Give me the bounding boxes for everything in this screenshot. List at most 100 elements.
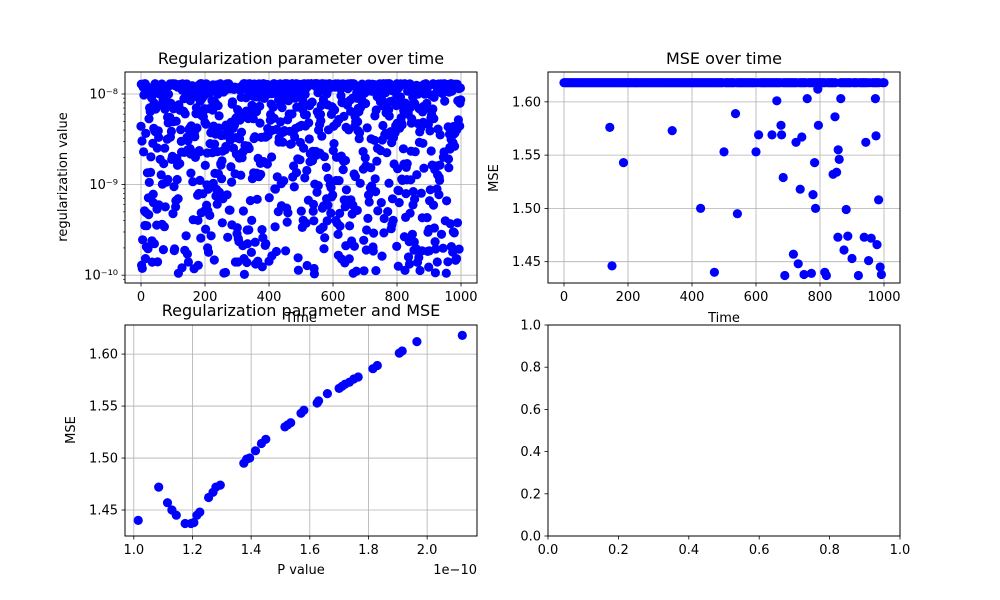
data-point [361, 98, 371, 109]
data-point [424, 262, 434, 272]
data-point [320, 233, 330, 243]
data-point [871, 131, 881, 141]
data-point [422, 213, 432, 223]
data-point [264, 193, 274, 203]
data-point [166, 126, 176, 136]
data-point [344, 254, 354, 264]
data-point [217, 218, 227, 228]
data-point [215, 480, 225, 490]
data-point [319, 244, 329, 254]
data-point [382, 148, 392, 158]
y-tick-label: 1.50 [89, 452, 118, 467]
data-point [160, 202, 170, 212]
data-point [378, 120, 388, 131]
data-point [185, 96, 195, 106]
x-tick-label: 1000 [867, 290, 900, 305]
data-point [696, 203, 706, 213]
data-point [196, 233, 206, 243]
data-point [158, 245, 168, 255]
axis-ticks: 0 200 400 600 800 1000 1.45 1.50 1.55 1.60 [512, 95, 901, 305]
data-point [410, 147, 420, 157]
data-point [163, 174, 173, 185]
data-point [195, 507, 205, 517]
data-point [788, 249, 799, 259]
data-point [419, 163, 429, 173]
axis-ticks: 0.0 0.2 0.4 0.6 0.8 1.0 0.0 0.2 0.4 0.6 0.8 1.0 [520, 319, 910, 559]
x-tick-label: 0.6 [749, 543, 770, 558]
x-tick-label: 1.0 [123, 543, 144, 558]
data-point [138, 235, 148, 245]
data-point [214, 111, 224, 121]
data-point [247, 215, 257, 225]
data-point [370, 135, 380, 145]
data-point [778, 172, 788, 183]
x-tick-label: 200 [616, 290, 641, 305]
data-point [402, 159, 412, 169]
data-point [316, 116, 326, 126]
x-tick-label: 1.4 [241, 543, 262, 558]
data-point [172, 174, 182, 185]
data-point [872, 240, 882, 250]
data-point [338, 165, 348, 175]
data-point [441, 268, 451, 278]
data-point [177, 263, 187, 273]
data-point [393, 261, 403, 271]
data-point [205, 210, 215, 220]
data-point [301, 218, 311, 228]
data-point [455, 121, 465, 131]
data-point [290, 132, 300, 142]
data-point [407, 114, 417, 124]
data-point [326, 208, 336, 218]
data-point [362, 123, 372, 133]
data-point [422, 98, 432, 108]
data-point [250, 237, 260, 247]
data-point [751, 147, 761, 157]
data-point [355, 178, 365, 188]
data-point [287, 109, 297, 119]
data-point [360, 153, 370, 163]
chart-mse-over-time: 0 200 400 600 800 1000 1.45 1.50 1.55 1.60 MSE ov… [487, 49, 901, 326]
data-point [379, 228, 389, 238]
data-point [302, 165, 312, 176]
data-point [430, 237, 440, 247]
data-point [833, 145, 843, 155]
data-point [175, 159, 185, 169]
data-point [163, 89, 174, 99]
chart-regularization-vs-mse: 1.0 1.2 1.4 1.6 1.8 2.0 1.45 1.50 1.55 1.60 Regul… [64, 301, 478, 578]
data-point [340, 155, 351, 166]
data-point [799, 269, 809, 280]
y-axis-label: regularization value [56, 112, 71, 241]
x-tick-label: 200 [193, 290, 218, 305]
data-point [436, 229, 447, 239]
data-point [313, 181, 323, 191]
data-point [359, 266, 369, 276]
data-point [864, 256, 874, 266]
data-point [445, 219, 455, 229]
data-point [408, 187, 418, 197]
data-point [401, 189, 411, 199]
data-point [861, 137, 871, 147]
data-point [221, 141, 231, 152]
data-point [435, 175, 445, 185]
data-point [225, 205, 235, 215]
data-point [261, 239, 271, 249]
data-point [874, 195, 884, 205]
data-point [159, 159, 169, 169]
data-point [372, 360, 382, 371]
y-tick-label: 1.0 [520, 319, 541, 334]
data-point [286, 139, 296, 149]
x-tick-label: 400 [680, 290, 705, 305]
data-point [876, 269, 887, 280]
data-point [144, 177, 154, 187]
data-point [154, 482, 164, 492]
data-point [322, 389, 332, 399]
data-point [428, 104, 438, 114]
data-point [304, 118, 314, 128]
data-point [137, 263, 147, 273]
x-axis-label: Time [284, 311, 317, 326]
data-point [299, 143, 309, 153]
data-point [376, 198, 386, 208]
data-point [245, 196, 255, 206]
data-point [392, 241, 402, 251]
